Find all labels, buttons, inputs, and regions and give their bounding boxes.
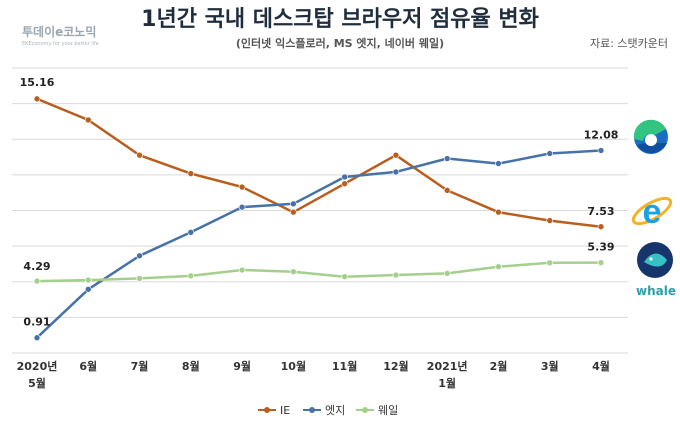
x-tick-label: 2021년	[427, 359, 468, 373]
chart-subtitle: (인터넷 익스플로러, MS 엣지, 네이버 웨일)	[236, 36, 444, 50]
data-point	[495, 263, 502, 270]
data-point	[341, 180, 348, 187]
svg-text:e: e	[643, 193, 662, 231]
data-point	[546, 150, 554, 157]
whale-label: whale	[636, 284, 676, 298]
data-point	[443, 187, 451, 194]
data-point	[392, 168, 400, 176]
x-tick-label: 2월	[490, 359, 508, 373]
data-point	[597, 259, 605, 266]
internet-explorer-icon: e	[631, 193, 673, 231]
x-tick-label: 3월	[541, 359, 559, 373]
x-axis-labels: 2020년 5월 6월 7월 8월 9월 10월 11월 12월 2021년 1월 2월 3월 4월	[17, 359, 610, 390]
data-point	[290, 268, 297, 275]
data-label: 15.16	[20, 76, 55, 89]
data-label: 12.08	[584, 128, 619, 141]
series-line-0	[36, 97, 602, 229]
legend-entry-label: 웨일	[378, 403, 398, 417]
data-point	[443, 270, 451, 277]
data-point	[84, 285, 92, 293]
series-layer	[33, 95, 605, 342]
site-logo-text: 투데이e코노믹	[22, 24, 96, 39]
source-note: 자료: 스탯카운터	[590, 37, 668, 50]
data-point	[546, 259, 554, 267]
chart-title: 1년간 국내 데스크탑 브라우저 점유율 변화	[141, 7, 539, 32]
data-point	[238, 266, 246, 274]
site-logo-tagline: EKEconomy for your better life	[22, 41, 99, 47]
data-point	[136, 275, 143, 282]
data-point	[136, 252, 143, 260]
data-point	[495, 208, 502, 216]
data-point	[84, 116, 92, 124]
series-line-1	[36, 149, 602, 339]
x-tick-label: 2020년	[17, 359, 58, 373]
whale-icon	[637, 242, 673, 278]
data-point	[33, 334, 41, 342]
legend-swatch-dot	[309, 407, 315, 413]
data-point	[341, 273, 348, 281]
x-tick-label: 11월	[332, 359, 357, 373]
legend-entry-label: IE	[280, 404, 290, 417]
data-point	[392, 271, 400, 279]
data-point	[238, 183, 246, 191]
data-point	[546, 217, 554, 224]
x-tick-label: 9월	[233, 359, 251, 373]
legend: IE 엣지 웨일	[258, 403, 398, 417]
data-label: 4.29	[23, 260, 50, 273]
x-tick-label: 12월	[383, 359, 408, 373]
x-tick-label: 6월	[79, 359, 97, 373]
data-point	[238, 203, 246, 211]
data-point	[187, 170, 195, 177]
data-point	[84, 276, 92, 284]
x-tick-label: 5월	[28, 376, 46, 390]
data-point	[187, 272, 195, 280]
data-point	[341, 173, 348, 181]
legend-entry-label: 엣지	[325, 404, 345, 417]
edge-icon	[633, 119, 668, 154]
x-tick-label: 10월	[281, 359, 306, 373]
site-logo: 투데이e코노믹 EKEconomy for your better life	[22, 24, 99, 47]
data-point	[290, 208, 297, 216]
data-point	[33, 277, 41, 285]
data-point	[597, 147, 605, 154]
x-tick-label: 4월	[592, 359, 610, 373]
data-point	[33, 95, 41, 103]
data-label: 0.91	[23, 316, 50, 329]
data-point	[392, 151, 400, 159]
data-label: 7.53	[587, 205, 614, 218]
data-labels: 15.16 7.53 0.91 12.08 4.29 5.39	[20, 76, 619, 329]
x-tick-label: 8월	[182, 359, 200, 373]
legend-swatch-dot	[264, 407, 270, 413]
data-point	[443, 155, 451, 162]
data-point	[136, 151, 143, 159]
data-point	[495, 160, 502, 167]
legend-swatch-dot	[362, 407, 368, 413]
data-label: 5.39	[587, 241, 614, 254]
data-point	[187, 228, 195, 236]
x-tick-label: 1월	[438, 376, 456, 390]
x-tick-label: 7월	[131, 359, 149, 373]
data-point	[597, 223, 605, 231]
series-line-2	[36, 261, 602, 283]
data-point	[290, 200, 297, 208]
grid-lines	[12, 67, 628, 354]
